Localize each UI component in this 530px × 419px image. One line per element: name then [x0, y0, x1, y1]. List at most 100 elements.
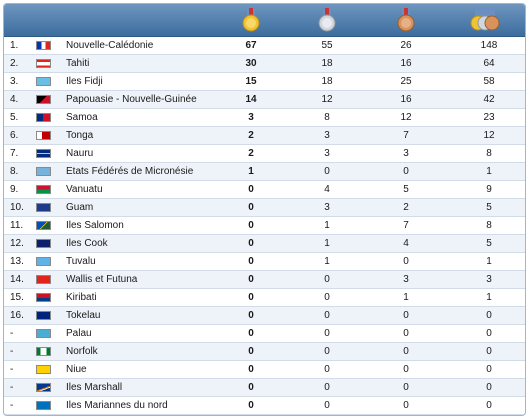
table-row: 16. Tokelau 0 0 0 0: [4, 307, 525, 325]
gold-count: 0: [248, 184, 254, 195]
rank-cell: -: [10, 346, 14, 357]
gold-count: 0: [248, 328, 254, 339]
rank-cell: 2.: [10, 58, 19, 69]
country-name: Tokelau: [66, 310, 101, 321]
tonga-flag-icon: [36, 131, 51, 140]
silver-count: 1: [324, 220, 330, 231]
total-count: 0: [486, 364, 492, 375]
table-row: 10. Guam 0 3 2 5: [4, 199, 525, 217]
table-row: 15. Kiribati 0 0 1 1: [4, 289, 525, 307]
table-row: 2. Tahiti 30 18 16 64: [4, 55, 525, 73]
bronze-count: 1: [403, 292, 409, 303]
bronze-count: 3: [403, 148, 409, 159]
tokelau-flag-icon: [36, 311, 51, 320]
rank-cell: 14.: [10, 274, 24, 285]
total-count: 1: [486, 256, 492, 267]
table-row: 7. Nauru 2 3 3 8: [4, 145, 525, 163]
new-caledonia-flag-icon: [36, 41, 51, 50]
gold-count: 2: [248, 148, 254, 159]
rank-cell: 10.: [10, 202, 24, 213]
rank-cell: 12.: [10, 238, 24, 249]
cook-islands-flag-icon: [36, 239, 51, 248]
palau-flag-icon: [36, 329, 51, 338]
bronze-count: 16: [400, 94, 412, 105]
medal-table-header: [4, 4, 525, 37]
rank-cell: -: [10, 400, 14, 411]
country-name: Niue: [66, 364, 87, 375]
bronze-count: 26: [400, 40, 412, 51]
rank-cell: 15.: [10, 292, 24, 303]
rank-cell: 16.: [10, 310, 24, 321]
total-count: 0: [486, 328, 492, 339]
total-count: 42: [483, 94, 495, 105]
total-count: 8: [486, 148, 492, 159]
silver-count: 0: [324, 292, 330, 303]
table-row: - Iles Mariannes du nord 0 0 0 0: [4, 397, 525, 415]
gold-count: 14: [245, 94, 257, 105]
silver-count: 55: [321, 40, 333, 51]
total-count: 0: [474, 415, 504, 416]
rank-cell: -: [10, 328, 14, 339]
rank-cell: -: [10, 364, 14, 375]
rank-cell: 1.: [10, 40, 19, 51]
table-row: 6. Tonga 2 3 7 12: [4, 127, 525, 145]
gold-count: 0: [248, 238, 254, 249]
table-row: - Palau 0 0 0 0: [4, 325, 525, 343]
silver-count: 3: [324, 202, 330, 213]
gold-count: 0: [236, 415, 266, 416]
kiribati-flag-icon: [36, 293, 51, 302]
country-name: Norfolk: [66, 346, 98, 357]
rank-cell: 3.: [10, 76, 19, 87]
total-count: 64: [483, 58, 495, 69]
bronze-count: 0: [403, 328, 409, 339]
country-name: Etats Fédérés de Micronésie: [66, 166, 194, 177]
gold-medal-icon: [242, 8, 260, 32]
micronesia-flag-icon: [36, 167, 51, 176]
fiji-flag-icon: [36, 77, 51, 86]
total-count: 1: [486, 292, 492, 303]
gold-count: 0: [248, 382, 254, 393]
gold-count: 0: [248, 400, 254, 411]
samoa-flag-icon: [36, 113, 51, 122]
silver-count: 1: [324, 256, 330, 267]
total-count: 0: [486, 310, 492, 321]
norfolk-flag-icon: [36, 347, 51, 356]
country-name: Iles Fidji: [66, 76, 103, 87]
nauru-flag-icon: [36, 149, 51, 158]
niue-flag-icon: [36, 365, 51, 374]
table-row: - Norfolk 0 0 0 0: [4, 343, 525, 361]
bronze-count: 0: [403, 364, 409, 375]
total-count: 0: [486, 400, 492, 411]
total-count: 23: [483, 112, 495, 123]
total-count: 5: [486, 238, 492, 249]
bronze-count: 3: [403, 274, 409, 285]
medal-table: 1. Nouvelle-Calédonie 67 55 26 148 2. Tahiti 30 1…: [3, 3, 526, 416]
tahiti-flag-icon: [36, 59, 51, 68]
medal-table-body: 1. Nouvelle-Calédonie 67 55 26 148 2. Tahiti 30 1…: [4, 37, 525, 416]
silver-medal-icon: [318, 8, 336, 32]
table-row: 12. Iles Cook 0 1 4 5: [4, 235, 525, 253]
country-name: Wallis et Futuna: [66, 274, 138, 285]
bronze-count: 0: [403, 400, 409, 411]
gold-count: 0: [248, 256, 254, 267]
total-count: 12: [483, 130, 495, 141]
total-count: 9: [486, 184, 492, 195]
bronze-count: 0: [403, 166, 409, 177]
silver-count: 0: [324, 274, 330, 285]
total-count: 0: [486, 382, 492, 393]
country-name: Papouasie - Nouvelle-Guinée: [66, 94, 197, 105]
gold-count: 2: [248, 130, 254, 141]
country-name: Kiribati: [66, 292, 97, 303]
country-name: Tuvalu: [66, 256, 96, 267]
total-medals-icon: [470, 8, 500, 31]
bronze-count: 5: [403, 184, 409, 195]
total-count: 1: [486, 166, 492, 177]
country-name: Palau: [66, 328, 92, 339]
country-name: Nauru: [66, 148, 94, 159]
country-name: Guam: [66, 202, 94, 213]
gold-count: 1: [248, 166, 254, 177]
bronze-count: 0: [403, 256, 409, 267]
gold-count: 67: [245, 40, 257, 51]
silver-count: 18: [321, 76, 333, 87]
rank-cell: 8.: [10, 166, 19, 177]
